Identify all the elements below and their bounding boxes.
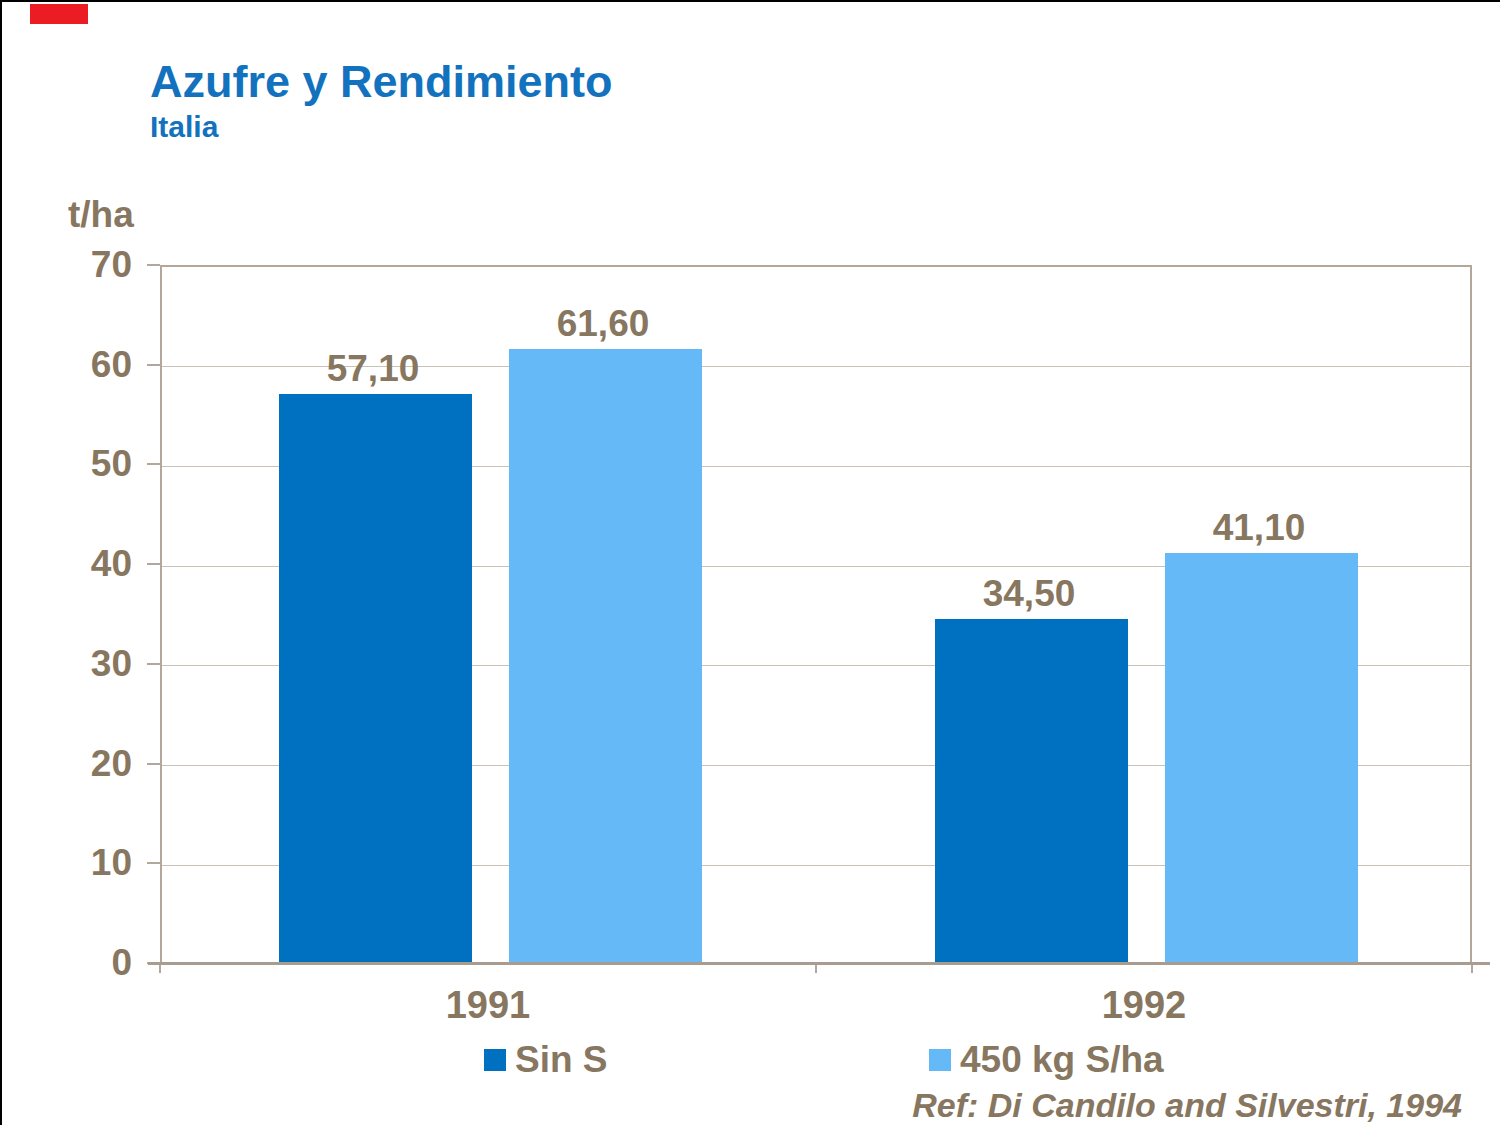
y-tick-label-0: 0 <box>36 941 132 985</box>
legend-label-0: Sin S <box>515 1040 608 1080</box>
y-tick-label-40: 40 <box>36 542 132 586</box>
top-border-line <box>0 0 1500 2</box>
y-tick-label-50: 50 <box>36 442 132 486</box>
y-tick-10 <box>147 862 160 864</box>
bar-1992-series-1 <box>1165 553 1358 963</box>
y-tick-label-20: 20 <box>36 742 132 786</box>
y-tick-label-70: 70 <box>36 243 132 287</box>
y-tick-70 <box>147 264 160 266</box>
bar-1991-series-1 <box>509 349 702 963</box>
page-subtitle: Italia <box>150 110 218 144</box>
bar-value-label-1991-series-1: 61,60 <box>493 303 713 345</box>
legend-label-1: 450 kg S/ha <box>960 1040 1164 1080</box>
bar-value-label-1991-series-0: 57,10 <box>263 348 483 390</box>
legend-item-1: 450 kg S/ha <box>929 1040 1164 1080</box>
y-tick-label-60: 60 <box>36 343 132 387</box>
bar-value-label-1992-series-0: 34,50 <box>919 573 1139 615</box>
x-category-label-1992: 1992 <box>1024 984 1264 1027</box>
x-category-label-1991: 1991 <box>368 984 608 1027</box>
y-tick-60 <box>147 364 160 366</box>
bar-1991-series-0 <box>279 394 472 963</box>
red-corner-marker <box>30 4 88 24</box>
legend-swatch-0 <box>484 1049 506 1071</box>
bar-1992-series-0 <box>935 619 1128 963</box>
y-tick-20 <box>147 763 160 765</box>
reference-citation: Ref: Di Candilo and Silvestri, 1994 <box>912 1086 1462 1125</box>
page-title: Azufre y Rendimiento <box>150 56 613 108</box>
y-tick-50 <box>147 463 160 465</box>
legend-item-0: Sin S <box>484 1040 608 1080</box>
bar-value-label-1992-series-1: 41,10 <box>1149 507 1369 549</box>
slide-background: Azufre y Rendimiento Italia t/ha 0 10 20 30… <box>0 0 1500 1125</box>
y-tick-40 <box>147 563 160 565</box>
legend-swatch-1 <box>929 1049 951 1071</box>
y-tick-label-30: 30 <box>36 642 132 686</box>
y-axis-unit-label: t/ha <box>68 194 134 236</box>
y-tick-30 <box>147 663 160 665</box>
y-tick-label-10: 10 <box>36 841 132 885</box>
left-border-line <box>0 0 2 1125</box>
x-axis-line <box>148 962 1490 965</box>
